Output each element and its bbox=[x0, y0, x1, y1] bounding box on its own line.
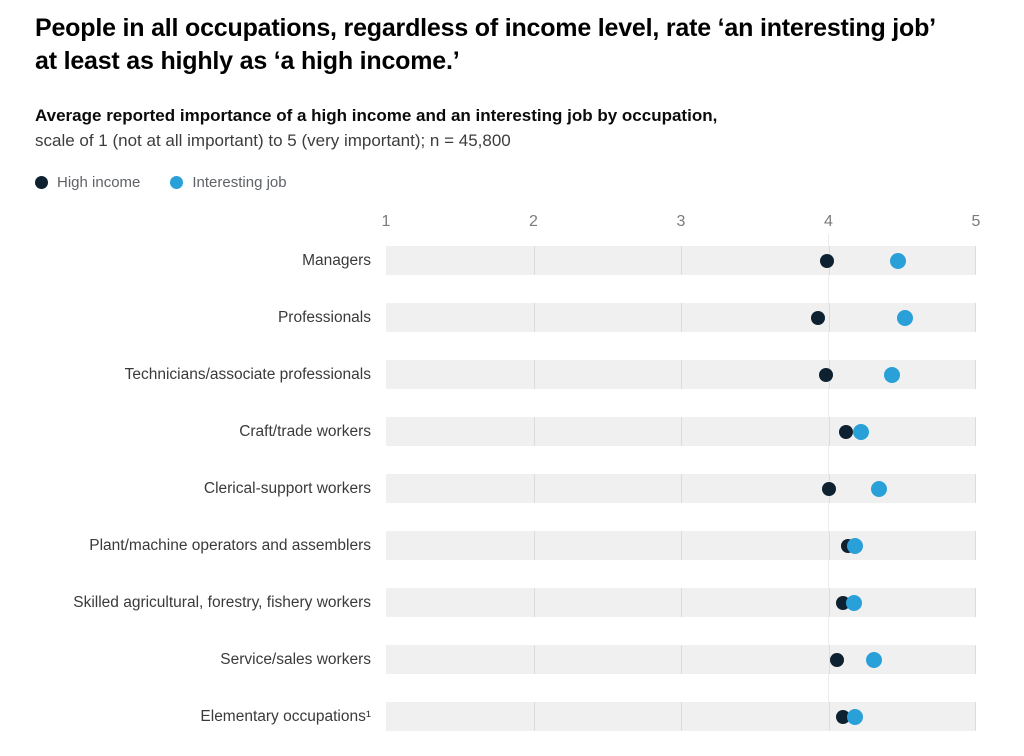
category-label: Clerical-support workers bbox=[203, 480, 371, 497]
legend-label-interesting-job: Interesting job bbox=[192, 174, 287, 191]
infographic-page: People in all occupations, regardless of… bbox=[35, 12, 981, 731]
bar-track bbox=[386, 702, 976, 731]
x-axis: 1 2 3 4 5 bbox=[382, 213, 981, 234]
bar-track bbox=[386, 303, 976, 332]
gridline bbox=[681, 702, 682, 731]
bar-track bbox=[386, 360, 976, 389]
gridline bbox=[975, 588, 976, 617]
gridline bbox=[533, 474, 535, 503]
legend-label-high-income: High income bbox=[57, 174, 141, 191]
gridline bbox=[975, 303, 976, 332]
gridline bbox=[975, 417, 976, 446]
x-axis-tick-3: 3 bbox=[676, 213, 686, 230]
category-label: Elementary occupations¹ bbox=[200, 708, 371, 725]
category-label: Managers bbox=[302, 252, 371, 269]
gridline bbox=[533, 702, 535, 731]
subtitle-scale-note: scale of 1 (not at all important) to 5 (… bbox=[35, 131, 511, 150]
interesting-job-dot bbox=[883, 366, 900, 383]
interesting-job-dot bbox=[847, 537, 864, 554]
gridline bbox=[828, 588, 830, 617]
chart-row: Skilled agricultural, forestry, fishery … bbox=[35, 588, 976, 617]
gridline bbox=[533, 417, 535, 446]
gridline bbox=[533, 531, 535, 560]
gridline bbox=[975, 645, 976, 674]
chart-row: Professionals bbox=[35, 303, 976, 332]
gridline bbox=[828, 645, 830, 674]
bar-track bbox=[386, 246, 976, 275]
category-label: Craft/trade workers bbox=[239, 423, 371, 440]
gridline bbox=[533, 303, 535, 332]
category-label: Skilled agricultural, forestry, fishery … bbox=[73, 594, 371, 611]
gridline bbox=[828, 303, 830, 332]
interesting-job-dot bbox=[870, 480, 887, 497]
category-label: Technicians/associate professionals bbox=[124, 366, 371, 383]
dot-plot-chart: 1 2 3 4 5 Managers Professionals Technicians/a… bbox=[35, 213, 981, 731]
gridline bbox=[533, 588, 535, 617]
bar-track bbox=[386, 474, 976, 503]
gridline bbox=[533, 645, 535, 674]
bar-track bbox=[386, 531, 976, 560]
x-axis-tick-2: 2 bbox=[529, 213, 538, 230]
legend-item-interesting-job: Interesting job bbox=[170, 174, 287, 191]
chart-row: Managers bbox=[35, 246, 976, 275]
gridline bbox=[681, 588, 682, 617]
page-title: People in all occupations, regardless of… bbox=[35, 12, 976, 78]
chart-row: Technicians/associate professionals bbox=[35, 360, 976, 389]
high-income-dot-icon bbox=[35, 176, 48, 189]
x-axis-tick-4: 4 bbox=[824, 213, 833, 230]
gridline bbox=[533, 246, 535, 275]
bar-track bbox=[386, 645, 976, 674]
gridline bbox=[533, 360, 535, 389]
bar-track bbox=[386, 417, 976, 446]
gridline bbox=[828, 702, 830, 731]
gridline bbox=[975, 531, 976, 560]
gridline bbox=[681, 360, 682, 389]
bar-track bbox=[386, 588, 976, 617]
gridline bbox=[975, 360, 976, 389]
interesting-job-dot bbox=[897, 309, 914, 326]
high-income-dot bbox=[830, 652, 845, 667]
gridline bbox=[681, 246, 682, 275]
gridline bbox=[828, 531, 830, 560]
gridline bbox=[828, 417, 830, 446]
chart-row: Craft/trade workers bbox=[35, 417, 976, 446]
gridline bbox=[975, 246, 976, 275]
high-income-dot bbox=[839, 424, 854, 439]
chart-rows: Managers Professionals Technicians/associa… bbox=[35, 246, 976, 731]
title-line-1: People in all occupations, regardless of… bbox=[35, 14, 936, 42]
x-axis-tick-1: 1 bbox=[381, 213, 391, 230]
high-income-dot bbox=[811, 310, 826, 325]
gridline bbox=[681, 303, 682, 332]
title-line-2: at least as highly as ‘a high income.’ bbox=[35, 47, 460, 75]
high-income-dot bbox=[818, 367, 833, 382]
x-axis-tick-5: 5 bbox=[971, 213, 981, 230]
category-label: Plant/machine operators and assemblers bbox=[89, 537, 371, 554]
gridline bbox=[975, 702, 976, 731]
category-label: Service/sales workers bbox=[220, 651, 371, 668]
legend-item-high-income: High income bbox=[35, 174, 140, 191]
interesting-job-dot bbox=[852, 423, 869, 440]
gridline bbox=[681, 531, 682, 560]
gridline bbox=[681, 474, 682, 503]
chart-row: Service/sales workers bbox=[35, 645, 976, 674]
chart-row: Clerical-support workers bbox=[35, 474, 976, 503]
gridline bbox=[681, 417, 682, 446]
interesting-job-dot bbox=[845, 594, 862, 611]
legend: High income Interesting job bbox=[35, 174, 976, 191]
category-label: Professionals bbox=[277, 309, 371, 326]
interesting-job-dot bbox=[889, 252, 906, 269]
chart-subtitle: Average reported importance of a high in… bbox=[35, 103, 976, 153]
interesting-job-dot bbox=[847, 708, 864, 725]
high-income-dot bbox=[836, 709, 851, 724]
chart-row: Elementary occupations¹ bbox=[35, 702, 976, 731]
high-income-dot bbox=[820, 253, 835, 268]
interesting-job-dot bbox=[866, 651, 883, 668]
high-income-dot bbox=[821, 481, 836, 496]
interesting-job-dot-icon bbox=[170, 176, 184, 189]
subtitle-bold-line: Average reported importance of a high in… bbox=[35, 106, 718, 125]
gridline bbox=[681, 645, 682, 674]
chart-row: Plant/machine operators and assemblers bbox=[35, 531, 976, 560]
gridline bbox=[975, 474, 976, 503]
